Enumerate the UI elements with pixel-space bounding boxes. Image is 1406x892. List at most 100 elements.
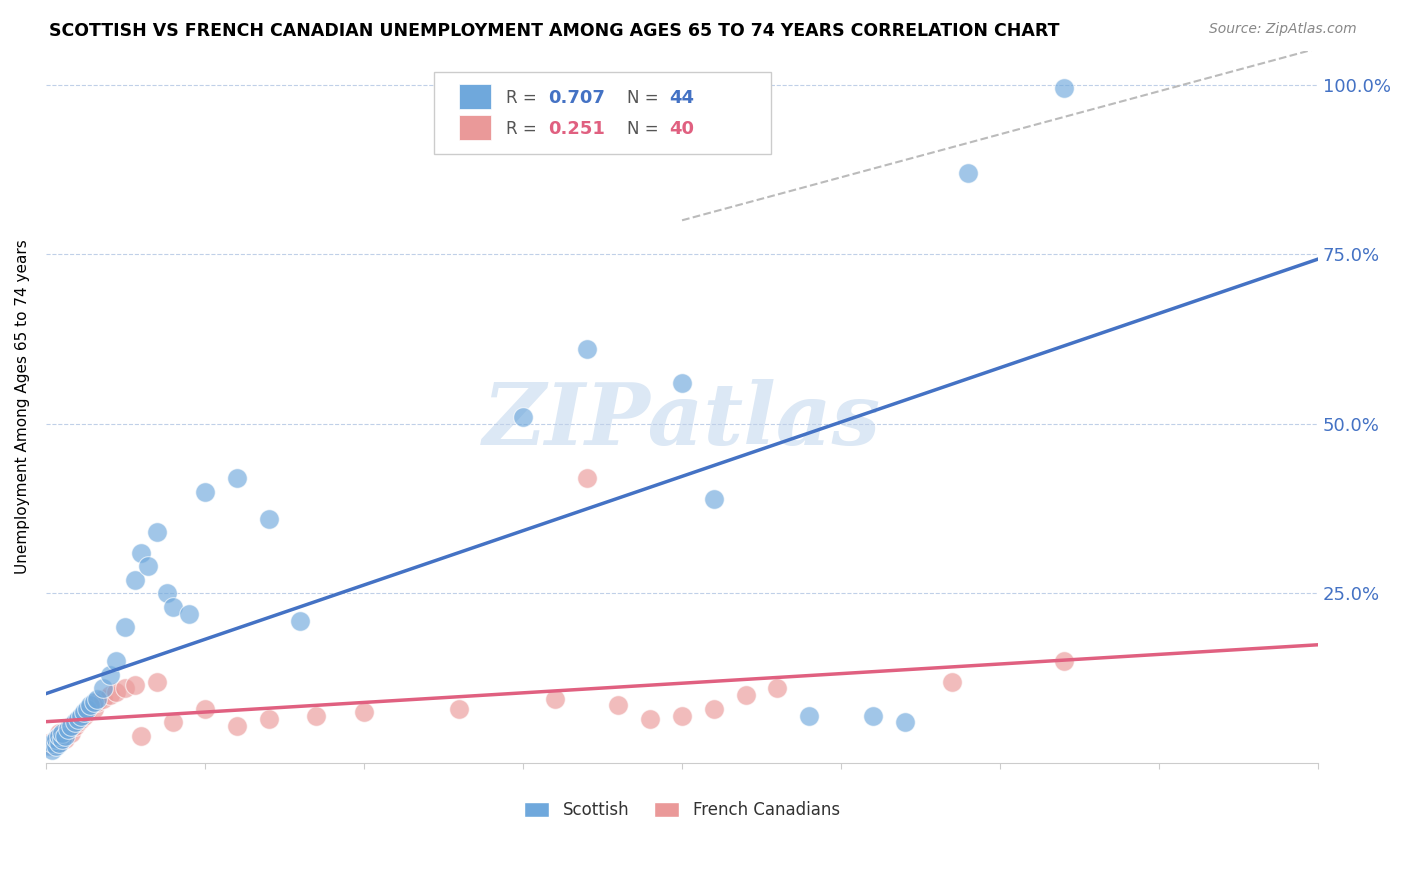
Point	[48, 736, 70, 750]
Point	[766, 681, 789, 696]
Point	[957, 166, 980, 180]
Point	[44, 732, 66, 747]
Point	[257, 712, 280, 726]
Text: SCOTTISH VS FRENCH CANADIAN UNEMPLOYMENT AMONG AGES 65 TO 74 YEARS CORRELATION C: SCOTTISH VS FRENCH CANADIAN UNEMPLOYMENT…	[49, 22, 1060, 40]
Point	[177, 607, 200, 621]
Point	[76, 702, 98, 716]
Point	[98, 668, 121, 682]
Point	[41, 742, 63, 756]
Point	[353, 705, 375, 719]
Point	[1053, 654, 1076, 668]
Point	[162, 715, 184, 730]
Point	[156, 586, 179, 600]
Point	[671, 708, 693, 723]
Point	[98, 688, 121, 702]
Point	[66, 712, 89, 726]
Point	[86, 695, 108, 709]
Point	[449, 702, 471, 716]
Point	[734, 688, 756, 702]
Point	[114, 681, 136, 696]
Point	[70, 712, 93, 726]
Point	[48, 736, 70, 750]
Point	[38, 736, 60, 750]
Point	[73, 705, 96, 719]
Point	[83, 702, 105, 716]
Point	[862, 708, 884, 723]
Point	[51, 732, 73, 747]
Point	[60, 725, 83, 739]
Point	[76, 705, 98, 719]
Point	[41, 739, 63, 754]
Point	[44, 739, 66, 754]
Point	[136, 559, 159, 574]
FancyBboxPatch shape	[434, 72, 770, 154]
Point	[194, 702, 217, 716]
Point	[893, 715, 915, 730]
Point	[51, 729, 73, 743]
Point	[63, 719, 86, 733]
Point	[83, 695, 105, 709]
Point	[51, 725, 73, 739]
Point	[44, 732, 66, 747]
Point	[124, 573, 146, 587]
Point	[162, 600, 184, 615]
Point	[91, 691, 114, 706]
Point	[131, 729, 153, 743]
Y-axis label: Unemployment Among Ages 65 to 74 years: Unemployment Among Ages 65 to 74 years	[15, 240, 30, 574]
Point	[607, 698, 630, 713]
Text: R =: R =	[506, 89, 543, 107]
Point	[38, 739, 60, 754]
Point	[58, 722, 80, 736]
Text: 0.707: 0.707	[548, 89, 606, 107]
Point	[544, 691, 567, 706]
Point	[225, 471, 247, 485]
Point	[799, 708, 821, 723]
Point	[73, 708, 96, 723]
Point	[66, 715, 89, 730]
Point	[703, 702, 725, 716]
FancyBboxPatch shape	[460, 115, 491, 140]
Point	[58, 722, 80, 736]
Text: 0.251: 0.251	[548, 120, 606, 138]
Point	[91, 681, 114, 696]
Point	[671, 376, 693, 391]
Point	[41, 736, 63, 750]
Point	[48, 725, 70, 739]
Point	[290, 614, 312, 628]
Text: N =: N =	[627, 89, 664, 107]
Point	[194, 484, 217, 499]
Point	[146, 525, 169, 540]
Text: N =: N =	[627, 120, 664, 138]
Text: 40: 40	[669, 120, 695, 138]
Point	[257, 512, 280, 526]
Point	[575, 343, 598, 357]
Point	[512, 410, 534, 425]
Point	[70, 708, 93, 723]
Point	[60, 719, 83, 733]
FancyBboxPatch shape	[460, 84, 491, 109]
Text: Source: ZipAtlas.com: Source: ZipAtlas.com	[1209, 22, 1357, 37]
Point	[225, 719, 247, 733]
Point	[131, 546, 153, 560]
Point	[53, 729, 76, 743]
Point	[104, 654, 127, 668]
Point	[638, 712, 661, 726]
Point	[86, 691, 108, 706]
Point	[575, 471, 598, 485]
Point	[53, 732, 76, 747]
Point	[146, 674, 169, 689]
Point	[703, 491, 725, 506]
Text: ZIPatlas: ZIPatlas	[484, 379, 882, 463]
Legend: Scottish, French Canadians: Scottish, French Canadians	[517, 795, 846, 826]
Point	[124, 678, 146, 692]
Point	[114, 620, 136, 634]
Point	[79, 698, 101, 713]
Text: R =: R =	[506, 120, 543, 138]
Point	[63, 715, 86, 730]
Point	[48, 729, 70, 743]
Point	[305, 708, 328, 723]
Point	[104, 685, 127, 699]
Text: 44: 44	[669, 89, 695, 107]
Point	[1053, 81, 1076, 95]
Point	[941, 674, 963, 689]
